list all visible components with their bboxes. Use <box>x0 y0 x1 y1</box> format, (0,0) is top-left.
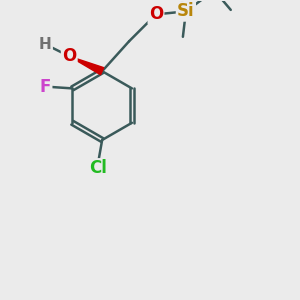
Text: O: O <box>62 47 76 65</box>
Text: H: H <box>39 37 52 52</box>
Text: F: F <box>40 78 51 96</box>
Text: Cl: Cl <box>89 159 106 177</box>
Text: O: O <box>149 5 163 23</box>
Polygon shape <box>69 56 104 75</box>
Text: Si: Si <box>177 2 195 20</box>
